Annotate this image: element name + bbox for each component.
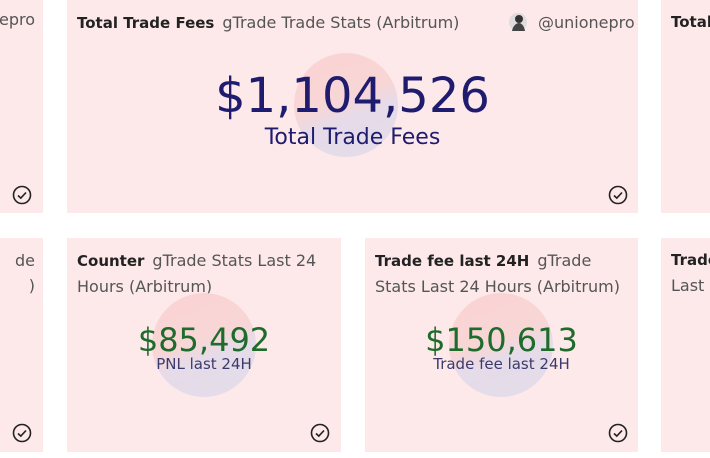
check-icon[interactable]	[310, 423, 330, 443]
partial-card[interactable]: Total	[661, 0, 710, 213]
subtitle-fragment: )	[28, 276, 35, 295]
card-header: Trade fee last 24H gTrade Stats Last 24 H…	[375, 248, 628, 299]
counter-value: $1,104,526	[215, 68, 490, 124]
title-fragment: Total	[671, 13, 710, 31]
counter-label: Trade fee last 24H	[433, 355, 570, 373]
avatar	[509, 13, 527, 31]
decoration	[294, 53, 398, 157]
counter-card[interactable]: Counter gTrade Stats Last 24 Hours (Arbit…	[67, 238, 341, 452]
subtitle-fragment: Last 2	[671, 276, 710, 295]
author-fragment: epro	[0, 10, 35, 29]
card-title: Counter	[77, 252, 145, 270]
title-fragment: Trade	[671, 251, 710, 269]
card-header: Counter gTrade Stats Last 24 Hours (Arbit…	[77, 248, 331, 299]
counter-label: Total Trade Fees	[264, 125, 441, 150]
partial-card[interactable]: epro	[0, 0, 43, 213]
card-subtitle: gTrade Stats Last 24 Hours (Arbitrum)	[77, 251, 317, 296]
counter-card[interactable]: Trade fee last 24H gTrade Stats Last 24 H…	[365, 238, 638, 452]
card-title: Total Trade Fees	[77, 14, 215, 32]
card-subtitle: gTrade Stats Last 24 Hours (Arbitrum)	[375, 251, 620, 296]
card-subtitle: gTrade Trade Stats (Arbitrum)	[222, 13, 460, 32]
partial-card[interactable]: Trade Last 2	[661, 238, 710, 452]
subtitle-fragment: de	[15, 251, 35, 270]
counter-card[interactable]: Total Trade Fees gTrade Trade Stats (Arbi…	[67, 0, 638, 213]
decoration	[152, 293, 256, 397]
partial-card[interactable]: de )	[0, 238, 43, 452]
decoration	[449, 293, 553, 397]
card-title: Trade fee last 24H	[375, 252, 530, 270]
card-header: Total Trade Fees gTrade Trade Stats (Arbi…	[77, 10, 628, 36]
counter-label: PNL last 24H	[156, 355, 252, 373]
counter-value: $150,613	[425, 321, 578, 359]
check-icon[interactable]	[608, 185, 628, 205]
check-icon[interactable]	[12, 423, 32, 443]
check-icon[interactable]	[608, 423, 628, 443]
counter-value: $85,492	[137, 321, 271, 359]
check-icon[interactable]	[12, 185, 32, 205]
card-author[interactable]: @unionepro	[538, 13, 635, 32]
